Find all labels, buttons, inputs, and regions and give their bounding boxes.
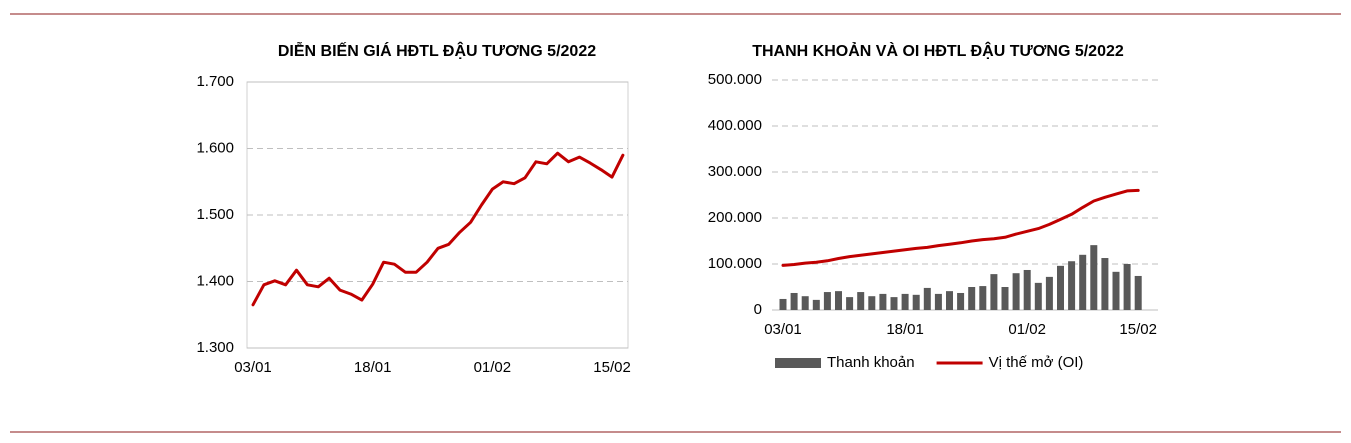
bar [868, 296, 876, 310]
bar [879, 293, 887, 310]
bar [990, 274, 998, 310]
bar [1134, 275, 1142, 310]
y-tick-label: 1.700 [196, 73, 234, 90]
bar [890, 297, 898, 310]
bar [979, 286, 987, 310]
x-tick-label: 18/01 [354, 359, 392, 376]
bar [790, 292, 798, 310]
bar [1057, 265, 1064, 310]
x-tick-label: 03/01 [234, 359, 272, 376]
bar [912, 294, 920, 310]
x-tick-label: 18/01 [886, 321, 924, 338]
y-tick-label: 100.000 [708, 255, 762, 272]
bar [946, 291, 953, 310]
line [781, 188, 1140, 267]
y-tick-label: 1.600 [196, 139, 234, 156]
bar [823, 292, 831, 310]
bar [1045, 276, 1053, 310]
legend-label: Thanh khoản [827, 354, 915, 371]
legend-swatch [775, 358, 821, 368]
x-tick-label: 15/02 [1119, 321, 1157, 338]
bar [1034, 282, 1042, 310]
bar [857, 292, 865, 310]
bar [835, 291, 842, 310]
bar [934, 293, 942, 310]
y-tick-label: 1.300 [196, 339, 234, 356]
bar [846, 297, 854, 310]
bar [1001, 287, 1009, 310]
x-tick-label: 01/02 [1008, 321, 1046, 338]
y-tick-label: 400.000 [708, 117, 762, 134]
bar [968, 287, 976, 310]
y-tick-label: 500.000 [708, 71, 762, 88]
chart-title: THANH KHOẢN VÀ OI HĐTL ĐẬU TƯƠNG 5/2022 [752, 41, 1124, 60]
y-tick-label: 300.000 [708, 163, 762, 180]
x-tick-label: 15/02 [593, 359, 631, 376]
legend-label: Vị thế mở (OI) [989, 354, 1084, 371]
chart-title: DIỄN BIẾN GIÁ HĐTL ĐẬU TƯƠNG 5/2022 [278, 41, 596, 60]
bar [1068, 261, 1076, 310]
y-tick-label: 1.500 [196, 206, 234, 223]
bar [1023, 269, 1031, 310]
bar [901, 293, 909, 310]
bar [779, 298, 787, 310]
line [251, 151, 625, 307]
bar [812, 299, 820, 310]
bar [1101, 258, 1109, 310]
bar [1079, 254, 1087, 310]
y-tick-label: 1.400 [196, 272, 234, 289]
bar [1012, 273, 1020, 310]
x-tick-label: 03/01 [764, 321, 802, 338]
bar [1112, 271, 1120, 310]
bar [923, 287, 931, 310]
bar [1123, 264, 1131, 310]
bar [957, 292, 965, 310]
x-tick-label: 01/02 [474, 359, 512, 376]
y-tick-label: 0 [754, 301, 762, 318]
bar [801, 296, 809, 310]
y-tick-label: 200.000 [708, 209, 762, 226]
bar [1090, 245, 1098, 310]
